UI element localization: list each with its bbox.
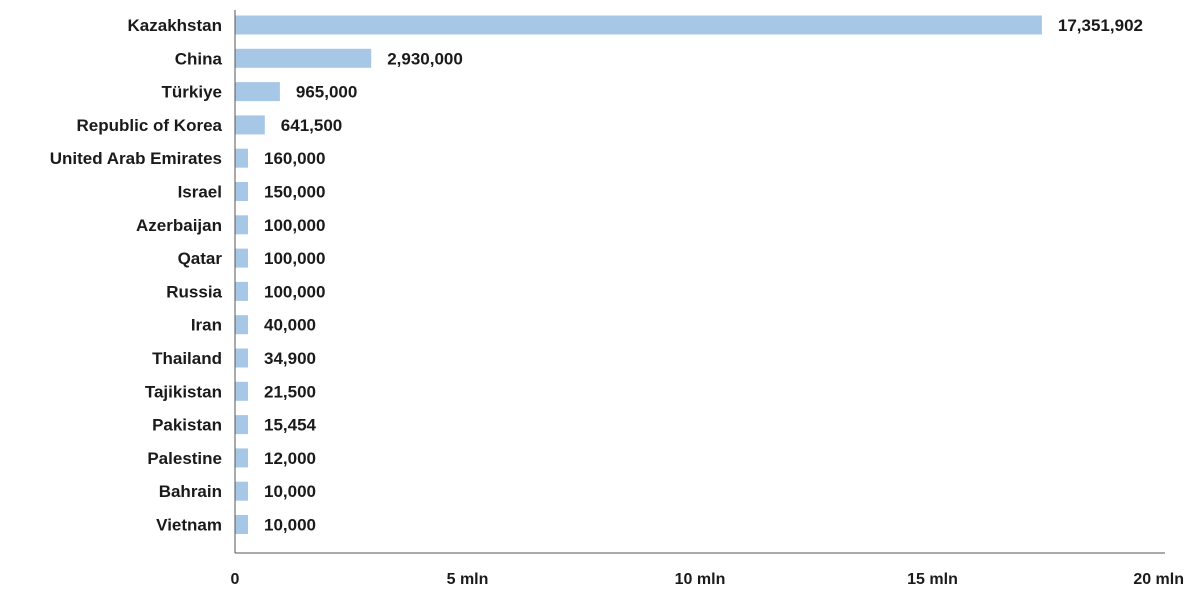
value-label-republic-of-korea: 641,500 (281, 116, 342, 135)
bar-iran (235, 315, 248, 335)
value-label-russia: 100,000 (264, 282, 325, 301)
bar-vietnam (235, 515, 248, 534)
bar-republic-of-korea (235, 115, 265, 135)
value-label-israel: 150,000 (264, 183, 325, 202)
category-label-pakistan: Pakistan (152, 416, 222, 435)
bar-qatar (235, 248, 248, 268)
category-label-tajikistan: Tajikistan (145, 382, 222, 401)
category-label-vietnam: Vietnam (156, 516, 222, 535)
category-label-bahrain: Bahrain (159, 482, 222, 501)
x-tick-label: 20 mln (1133, 571, 1184, 588)
bar-palestine (235, 448, 248, 468)
bars-layer (235, 15, 1042, 534)
value-label-china: 2,930,000 (387, 49, 463, 68)
category-label-azerbaijan: Azerbaijan (136, 216, 222, 235)
value-label-pakistan: 15,454 (264, 416, 317, 435)
category-label-palestine: Palestine (147, 449, 222, 468)
category-label-china: China (175, 49, 223, 68)
value-label-tajikistan: 21,500 (264, 382, 316, 401)
value-label-qatar: 100,000 (264, 249, 325, 268)
category-label-united-arab-emirates: United Arab Emirates (50, 149, 222, 168)
axis-layer: 0 5 mln 10 mln 15 mln 20 mln (231, 10, 1184, 588)
category-label-kazakhstan: Kazakhstan (128, 16, 222, 35)
bar-israel (235, 182, 248, 201)
x-tick-label: 15 mln (907, 571, 958, 588)
value-label-kazakhstan: 17,351,902 (1058, 16, 1143, 35)
x-tick-label: 0 (231, 571, 240, 588)
value-label-iran: 40,000 (264, 316, 316, 335)
category-label-israel: Israel (178, 183, 222, 202)
category-label-turkiye: Türkiye (162, 83, 222, 102)
value-label-turkiye: 965,000 (296, 83, 357, 102)
value-label-united-arab-emirates: 160,000 (264, 149, 325, 168)
bar-pakistan (235, 415, 248, 435)
category-label-thailand: Thailand (152, 349, 222, 368)
category-label-qatar: Qatar (178, 249, 223, 268)
bar-thailand (235, 348, 248, 368)
category-label-republic-of-korea: Republic of Korea (77, 116, 223, 135)
category-label-russia: Russia (166, 282, 222, 301)
x-tick-label: 10 mln (675, 571, 726, 588)
value-label-bahrain: 10,000 (264, 482, 316, 501)
value-label-palestine: 12,000 (264, 449, 316, 468)
bar-bahrain (235, 481, 248, 501)
value-label-thailand: 34,900 (264, 349, 316, 368)
labels-layer: Kazakhstan 17,351,902 China 2,930,000 Türkiy… (50, 16, 1143, 535)
bar-kazakhstan (235, 15, 1042, 35)
value-label-vietnam: 10,000 (264, 516, 316, 535)
bar-russia (235, 281, 248, 301)
bar-turkiye (235, 82, 280, 102)
bar-united-arab-emirates (235, 148, 248, 168)
category-label-iran: Iran (191, 316, 222, 335)
x-tick-label: 5 mln (447, 571, 489, 588)
bar-china (235, 48, 372, 68)
bar-azerbaijan (235, 215, 248, 235)
bar-tajikistan (235, 381, 248, 401)
value-label-azerbaijan: 100,000 (264, 216, 325, 235)
